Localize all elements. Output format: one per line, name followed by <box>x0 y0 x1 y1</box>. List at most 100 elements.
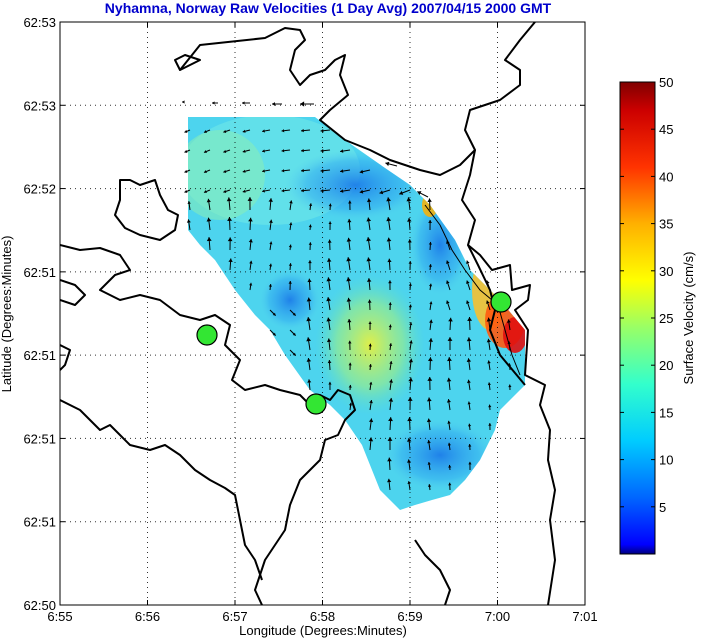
y-tick-label: 62:51 <box>23 515 56 530</box>
velocity-arrow <box>369 381 373 391</box>
velocity-arrow <box>306 317 312 331</box>
velocity-arrow <box>306 357 312 371</box>
velocity-arrow <box>506 319 511 331</box>
station-marker <box>305 393 327 415</box>
velocity-arrow <box>387 258 392 271</box>
velocity-arrow <box>262 149 271 153</box>
velocity-arrow <box>467 423 472 431</box>
velocity-arrow <box>289 222 293 231</box>
velocity-arrow <box>262 169 271 173</box>
velocity-arrow <box>307 379 312 391</box>
velocity-arrow <box>326 297 332 311</box>
velocity-arrow <box>307 278 312 291</box>
velocity-arrow <box>248 217 253 231</box>
velocity-arrow <box>346 237 352 251</box>
velocity-arrow <box>223 129 231 133</box>
velocity-arrow <box>468 461 472 471</box>
velocity-arrow <box>407 239 412 251</box>
velocity-arrow <box>269 241 273 251</box>
velocity-arrow <box>300 101 314 107</box>
velocity-arrow <box>184 149 191 153</box>
velocity-arrow <box>486 317 492 331</box>
velocity-arrow <box>182 100 185 104</box>
velocity-arrow <box>407 481 411 491</box>
velocity-arrow <box>268 198 273 211</box>
x-tick-label: 6:59 <box>397 609 422 624</box>
velocity-arrow <box>272 102 282 106</box>
velocity-arrow <box>348 200 352 211</box>
velocity-arrow <box>203 129 211 133</box>
velocity-arrow <box>248 238 253 251</box>
velocity-arrow <box>429 301 433 311</box>
y-tick-label: 62:53 <box>23 15 56 30</box>
velocity-arrow <box>446 300 451 311</box>
velocity-arrow <box>212 101 218 105</box>
station-marker <box>490 291 512 313</box>
velocity-arrow <box>347 318 352 331</box>
velocity-arrow <box>359 169 371 174</box>
velocity-arrow <box>226 197 232 211</box>
velocity-arrow <box>227 216 233 231</box>
velocity-arrow <box>308 260 312 271</box>
velocity-arrow <box>308 242 312 251</box>
velocity-arrow <box>428 241 432 251</box>
velocity-arrow <box>346 257 352 271</box>
velocity-arrow <box>408 377 413 391</box>
y-tick-label: 62:50 <box>23 598 56 613</box>
velocity-arrow <box>507 341 511 351</box>
velocity-arrow <box>446 399 451 411</box>
velocity-arrow <box>387 457 392 471</box>
velocity-arrow <box>366 278 372 291</box>
velocity-arrow <box>368 437 374 451</box>
velocity-arrow <box>388 343 393 351</box>
y-tick-label: 62:51 <box>23 348 56 363</box>
velocity-arrow <box>340 189 351 193</box>
velocity-arrow <box>368 343 372 351</box>
velocity-arrow <box>186 219 191 231</box>
velocity-arrow <box>408 261 412 271</box>
colorbar-tick-label: 40 <box>659 169 673 184</box>
velocity-arrow <box>428 219 432 231</box>
velocity-arrow <box>268 263 273 271</box>
velocity-arrow <box>349 402 353 411</box>
velocity-arrow <box>288 263 292 271</box>
velocity-arrow <box>269 309 277 317</box>
velocity-arrow <box>368 321 372 331</box>
velocity-arrow <box>388 280 392 291</box>
colorbar-tick-label: 20 <box>659 358 673 373</box>
velocity-arrow <box>223 189 231 193</box>
velocity-arrow <box>320 128 331 133</box>
velocity-arrow <box>300 148 311 153</box>
velocity-arrow <box>466 358 472 371</box>
velocity-arrow <box>408 283 412 291</box>
velocity-arrow <box>387 437 393 451</box>
station-marker <box>196 324 218 346</box>
y-tick-label: 62:52 <box>23 182 56 197</box>
velocity-arrow <box>427 376 433 391</box>
velocity-arrow <box>242 189 251 193</box>
colorbar-tick-label: 15 <box>659 405 673 420</box>
velocity-arrow <box>306 297 312 311</box>
velocity-arrow <box>366 217 372 231</box>
velocity-arrow <box>348 340 352 351</box>
velocity-arrow <box>289 349 297 357</box>
velocity-arrow <box>486 280 491 291</box>
velocity-arrow <box>184 129 191 133</box>
velocity-arrow <box>467 316 473 331</box>
velocity-arrow <box>447 357 452 371</box>
velocity-arrow <box>281 169 291 173</box>
velocity-arrow <box>206 217 212 231</box>
velocity-arrow <box>428 338 433 351</box>
velocity-arrow <box>223 149 231 153</box>
colorbar-tick-label: 45 <box>659 122 673 137</box>
velocity-arrow <box>247 197 253 211</box>
velocity-arrow <box>326 317 332 331</box>
velocity-arrow <box>223 169 231 173</box>
colorbar-tick-label: 5 <box>659 500 666 515</box>
velocity-arrow <box>328 203 332 211</box>
velocity-arrow <box>242 129 251 133</box>
velocity-arrow <box>242 169 251 173</box>
velocity-arrow <box>346 277 352 291</box>
velocity-arrow <box>308 203 313 211</box>
velocity-arrow <box>426 418 432 431</box>
